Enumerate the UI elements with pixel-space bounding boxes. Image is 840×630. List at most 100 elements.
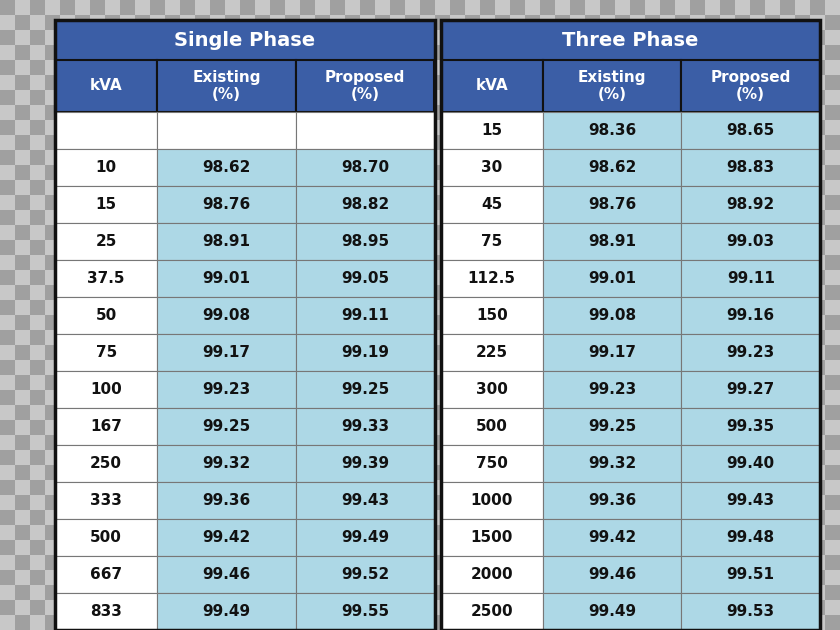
Bar [45, 165, 60, 180]
Bar [285, 420, 300, 435]
Bar [315, 600, 330, 615]
Bar [375, 405, 390, 420]
Bar [150, 180, 165, 195]
Bar [60, 285, 75, 300]
Bar [720, 405, 735, 420]
Bar [600, 540, 615, 555]
Text: 99.40: 99.40 [727, 456, 774, 471]
Bar [780, 225, 795, 240]
Bar [210, 525, 225, 540]
Bar [360, 285, 375, 300]
Bar [750, 75, 765, 90]
Bar [75, 30, 90, 45]
Bar [645, 465, 660, 480]
Bar [705, 240, 720, 255]
Bar [375, 375, 390, 390]
Bar [285, 585, 300, 600]
Bar [15, 165, 30, 180]
Bar [360, 90, 375, 105]
Bar [157, 334, 296, 371]
Bar [90, 555, 105, 570]
Bar [675, 240, 690, 255]
Text: 99.23: 99.23 [202, 382, 251, 397]
Bar [615, 120, 630, 135]
Bar [810, 15, 825, 30]
Bar [645, 450, 660, 465]
Bar [405, 570, 420, 585]
Bar [390, 540, 405, 555]
Bar [225, 420, 240, 435]
Bar [555, 15, 570, 30]
Bar [630, 195, 645, 210]
Bar [75, 60, 90, 75]
Bar [420, 360, 435, 375]
Bar [75, 315, 90, 330]
Bar [510, 330, 525, 345]
Bar [300, 285, 315, 300]
Bar [525, 600, 540, 615]
Bar [645, 480, 660, 495]
Bar [195, 540, 210, 555]
Bar [465, 180, 480, 195]
Bar [480, 405, 495, 420]
Bar [435, 195, 450, 210]
Bar [375, 135, 390, 150]
Bar [195, 30, 210, 45]
Bar [630, 0, 645, 15]
Bar [600, 15, 615, 30]
Bar [450, 510, 465, 525]
Bar [180, 405, 195, 420]
Bar [780, 300, 795, 315]
Bar [570, 315, 585, 330]
Bar [510, 480, 525, 495]
Bar [420, 45, 435, 60]
Bar [180, 195, 195, 210]
Bar [720, 435, 735, 450]
Bar [750, 405, 765, 420]
Bar [690, 525, 705, 540]
Bar [330, 360, 345, 375]
Bar [765, 270, 780, 285]
Bar [255, 465, 270, 480]
Bar [120, 405, 135, 420]
Bar [255, 540, 270, 555]
Bar [0, 390, 15, 405]
Bar [630, 405, 645, 420]
Bar [510, 585, 525, 600]
Bar [135, 210, 150, 225]
Bar [780, 525, 795, 540]
Bar [300, 585, 315, 600]
Bar [105, 585, 120, 600]
Bar [645, 255, 660, 270]
Bar [300, 525, 315, 540]
Bar [210, 600, 225, 615]
Bar [90, 180, 105, 195]
Bar [60, 345, 75, 360]
Bar [525, 180, 540, 195]
Bar [210, 255, 225, 270]
Bar [735, 30, 750, 45]
Bar [450, 570, 465, 585]
Bar [810, 450, 825, 465]
Bar [225, 585, 240, 600]
Bar [120, 600, 135, 615]
Bar [660, 300, 675, 315]
Bar [465, 15, 480, 30]
Bar [195, 195, 210, 210]
Bar [440, 445, 543, 482]
Bar [555, 480, 570, 495]
Bar [660, 465, 675, 480]
Bar [390, 480, 405, 495]
Bar [135, 480, 150, 495]
Bar [615, 135, 630, 150]
Bar [540, 180, 555, 195]
Bar [450, 15, 465, 30]
Bar [570, 450, 585, 465]
Bar [795, 135, 810, 150]
Bar [195, 90, 210, 105]
Bar [330, 405, 345, 420]
Bar [645, 345, 660, 360]
Bar [495, 495, 510, 510]
Bar [660, 180, 675, 195]
Bar [90, 405, 105, 420]
